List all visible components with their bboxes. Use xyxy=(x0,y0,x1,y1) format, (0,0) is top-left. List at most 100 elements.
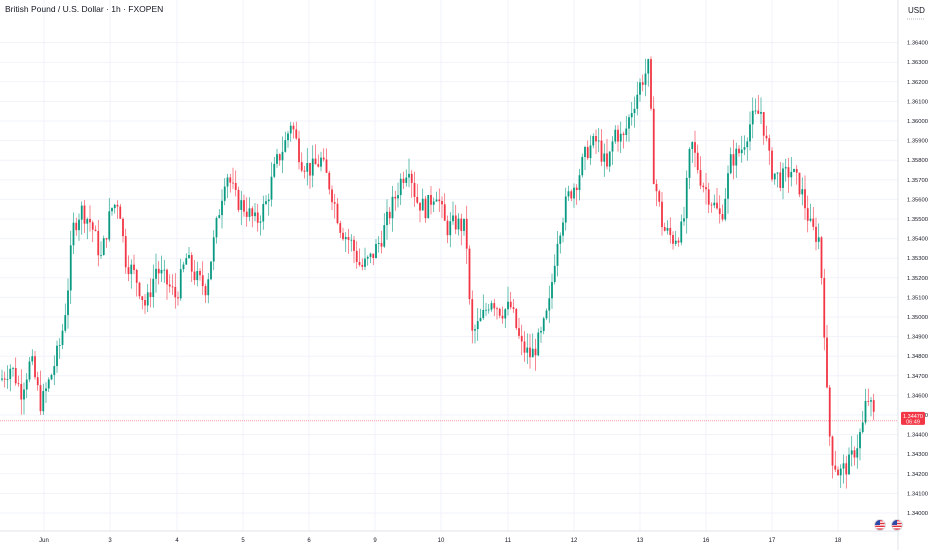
candle-up xyxy=(50,375,53,380)
candle-up xyxy=(749,124,751,142)
candle-up xyxy=(273,163,276,177)
x-tick-label: 17 xyxy=(769,538,776,544)
candle-down xyxy=(586,147,589,159)
candle-down xyxy=(787,167,790,178)
y-tick-label: 1.34700 xyxy=(907,374,928,380)
candle-down xyxy=(419,202,421,211)
candle-down xyxy=(177,297,179,299)
candle-up xyxy=(56,345,58,367)
candle-up xyxy=(628,117,630,129)
candle-down xyxy=(570,191,573,199)
candle-up xyxy=(25,379,28,390)
candle-up xyxy=(540,330,542,333)
x-tick-label: 3 xyxy=(108,538,112,544)
candle-up xyxy=(152,278,155,298)
chart-title[interactable]: British Pound / U.S. Dollar · 1h · FXOPE… xyxy=(5,4,164,14)
candle-down xyxy=(229,177,232,183)
us-flag-icon[interactable] xyxy=(891,519,903,531)
candle-up xyxy=(240,200,243,210)
candle-down xyxy=(762,111,765,136)
candle-down xyxy=(468,248,471,300)
us-flag-icon[interactable] xyxy=(874,519,886,531)
candle-up xyxy=(45,388,47,392)
candle-up xyxy=(397,195,399,199)
candle-down xyxy=(710,204,713,206)
candle-up xyxy=(603,153,606,162)
candle-up xyxy=(545,310,548,319)
y-tick-label: 1.35100 xyxy=(907,295,928,301)
candle-down xyxy=(716,202,718,209)
candle-down xyxy=(471,299,474,331)
candle-up xyxy=(790,171,793,178)
candle-up xyxy=(633,108,636,114)
candle-down xyxy=(314,158,317,165)
candle-down xyxy=(91,222,94,230)
candle-down xyxy=(380,243,383,247)
y-tick-label: 1.34600 xyxy=(907,393,928,399)
candle-down xyxy=(127,267,130,275)
candle-up xyxy=(636,94,639,109)
y-tick-label: 1.36000 xyxy=(907,119,928,125)
candle-up xyxy=(639,82,641,95)
candle-down xyxy=(705,187,707,190)
candle-down xyxy=(17,383,20,385)
candle-up xyxy=(625,128,628,136)
candle-up xyxy=(683,218,685,222)
candle-down xyxy=(75,222,78,231)
candle-down xyxy=(234,182,237,190)
candle-up xyxy=(856,448,859,458)
candle-down xyxy=(834,465,837,470)
x-tick-label: 4 xyxy=(175,538,179,544)
candle-up xyxy=(432,201,435,205)
candle-up xyxy=(366,256,369,259)
candle-up xyxy=(727,173,729,199)
y-tick-label: 1.34800 xyxy=(907,354,928,360)
candle-down xyxy=(655,183,658,192)
candle-up xyxy=(6,379,9,380)
candle-up xyxy=(64,315,67,331)
y-tick-label: 1.35900 xyxy=(907,139,928,145)
candle-down xyxy=(105,238,108,240)
candle-up xyxy=(391,196,394,219)
candle-up xyxy=(350,239,353,241)
candle-up xyxy=(526,347,529,353)
candle-up xyxy=(452,215,454,222)
candle-up xyxy=(421,198,424,211)
candle-up xyxy=(542,318,545,331)
candle-up xyxy=(773,173,776,180)
candle-up xyxy=(740,149,743,154)
candle-down xyxy=(820,237,823,279)
candle-up xyxy=(130,264,133,275)
candle-up xyxy=(113,204,116,209)
candle-down xyxy=(663,227,666,231)
candle-down xyxy=(245,211,248,217)
candle-up xyxy=(680,221,683,243)
candle-up xyxy=(281,151,284,161)
candle-up xyxy=(592,136,595,146)
candle-up xyxy=(9,368,12,380)
candle-down xyxy=(795,169,798,173)
candle-down xyxy=(135,269,138,283)
time-axis[interactable]: Jun 3 4 5 6 9 10 11 12 13 16 17 18 xyxy=(39,538,842,544)
price-axis[interactable]: 1.36400 1.36300 1.36200 1.36100 1.36000 1.359… xyxy=(907,18,928,517)
candle-down xyxy=(20,383,23,400)
candle-up xyxy=(270,176,273,200)
candle-up xyxy=(408,173,410,178)
candle-down xyxy=(575,187,578,191)
candle-down xyxy=(133,264,135,270)
candle-up xyxy=(218,215,221,219)
candle-down xyxy=(256,212,259,223)
candle-up xyxy=(102,238,105,256)
currency-label[interactable]: USD xyxy=(908,6,925,15)
candle-up xyxy=(809,218,812,221)
candle-up xyxy=(212,237,215,262)
candle-up xyxy=(69,245,72,291)
candle-up xyxy=(188,255,190,259)
y-tick-label: 1.36200 xyxy=(907,80,928,86)
candle-up xyxy=(386,211,388,226)
candle-up xyxy=(611,141,614,152)
candle-up xyxy=(776,172,779,174)
candle-up xyxy=(377,243,380,244)
